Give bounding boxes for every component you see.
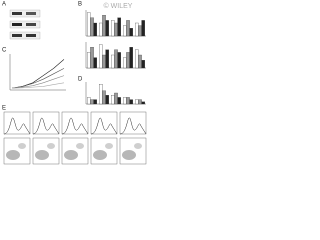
figure: A B C D E © WILEY	[2, 2, 147, 165]
histogram	[32, 117, 60, 135]
bar	[126, 97, 130, 105]
bar	[123, 57, 127, 69]
panel-label: A	[2, 2, 6, 8]
bar	[93, 99, 97, 105]
watermark: © WILEY	[104, 2, 133, 10]
dotplot-cloud	[122, 150, 136, 160]
bar	[129, 47, 133, 69]
panel-label: E	[2, 106, 6, 112]
bar	[102, 90, 106, 105]
dotplot-cloud	[47, 143, 55, 149]
bar	[123, 25, 127, 37]
dotplot-frame	[32, 137, 60, 165]
western-blot	[9, 9, 41, 40]
bar	[111, 95, 115, 105]
dotplot-cloud	[76, 143, 84, 149]
bar	[126, 20, 130, 37]
histogram-frame	[3, 111, 31, 135]
bar	[117, 17, 121, 37]
bar	[90, 99, 94, 105]
histogram-frame	[61, 111, 89, 135]
line	[11, 82, 65, 89]
flow-panels	[3, 111, 147, 165]
dotplot-frame	[3, 137, 31, 165]
bar	[126, 52, 130, 69]
bar	[111, 20, 115, 37]
bar	[105, 20, 109, 37]
axis	[9, 54, 66, 91]
histogram-frame	[90, 111, 118, 135]
bar	[135, 99, 139, 105]
bar	[102, 15, 106, 37]
bar	[117, 52, 121, 69]
dotplot-cloud	[64, 150, 78, 160]
bar	[111, 54, 115, 69]
histogram	[90, 117, 118, 135]
bar	[129, 28, 133, 37]
dotplot-cloud	[105, 143, 113, 149]
bar	[87, 12, 91, 37]
panel-label: D	[78, 77, 83, 83]
dotplot-cloud	[134, 143, 142, 149]
line	[11, 68, 65, 89]
bar	[90, 17, 94, 37]
bar	[99, 22, 103, 37]
dotplot-cloud	[6, 150, 20, 160]
bar	[135, 22, 139, 37]
dotplot-cloud	[18, 143, 26, 149]
histogram-frame	[32, 111, 60, 135]
panel-label: B	[78, 2, 82, 8]
dotplot-frame	[90, 137, 118, 165]
histogram	[61, 117, 89, 135]
bar	[114, 49, 118, 69]
bar	[123, 97, 127, 105]
dotplot-frame	[61, 137, 89, 165]
bar	[114, 92, 118, 105]
bar	[141, 60, 145, 69]
bar	[93, 57, 97, 69]
line	[11, 75, 65, 89]
histogram	[119, 117, 147, 135]
bar	[99, 84, 103, 105]
panel-label: C	[2, 48, 7, 54]
dotplot-frame	[119, 137, 147, 165]
histogram-frame	[119, 111, 147, 135]
bar	[141, 101, 145, 105]
bar	[99, 44, 103, 69]
dotplot-cloud	[35, 150, 49, 160]
bar	[93, 22, 97, 37]
bar	[87, 52, 91, 69]
bar	[105, 95, 109, 105]
histogram	[3, 117, 31, 135]
bar	[129, 99, 133, 105]
bar	[138, 54, 142, 69]
bar	[138, 99, 142, 105]
bar	[138, 25, 142, 37]
bar	[135, 49, 139, 69]
bar	[87, 97, 91, 105]
bar	[114, 22, 118, 37]
bar	[141, 20, 145, 37]
bar	[105, 49, 109, 69]
bar	[117, 97, 121, 105]
bar	[102, 54, 106, 69]
bar	[90, 47, 94, 69]
dotplot-cloud	[93, 150, 107, 160]
